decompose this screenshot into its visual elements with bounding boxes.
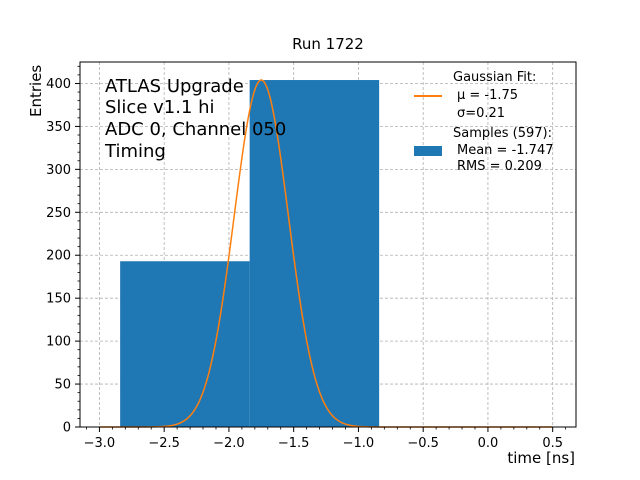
x-tick-label-4: −1.0 [343,436,375,451]
y-tick-label-6: 300 [46,163,71,178]
y-tick-label-7: 350 [46,120,71,135]
y-tick-label-5: 250 [46,206,71,221]
x-axis-label: time [ns] [507,449,575,467]
x-tick-label-0: −3.0 [84,436,116,451]
chart-title: Run 1722 [292,35,364,53]
y-tick-label-1: 50 [54,378,71,393]
plot-frame [79,61,577,428]
annotation-line-2: Slice v1.1 hi [105,97,215,118]
y-axis-label: Entries [27,65,45,117]
axis-ticks: −3.0 −2.5 −2.0 −1.5 −1.0 −0.5 0.0 0.5 0 50 100 150 2… [46,65,567,451]
y-tick-label-4: 200 [46,249,71,264]
x-tick-label-1: −2.5 [148,436,180,451]
x-tick-label-6: 0.0 [478,436,499,451]
legend: Gaussian Fit: μ = -1.75 σ=0.21 Samples (… [414,70,553,174]
annotation-block: ATLAS Upgrade Slice v1.1 hi ADC 0, Chann… [104,76,286,162]
annotation-line-3: ADC 0, Channel 050 [105,119,286,140]
legend-samples-rms: RMS = 0.209 [457,159,542,174]
y-tick-label-3: 150 [46,292,71,307]
legend-samples-mean: Mean = -1.747 [457,143,553,158]
legend-samples-swatch [414,146,442,156]
x-tick-label-3: −1.5 [278,436,310,451]
y-tick-label-0: 0 [63,421,71,436]
x-tick-label-2: −2.0 [213,436,245,451]
annotation-line-4: Timing [104,141,166,162]
histogram-bars [120,80,380,428]
y-tick-label-8: 400 [46,77,71,92]
legend-fit-title: Gaussian Fit: [453,70,536,85]
histogram-bar-1 [120,261,250,427]
x-tick-label-7: 0.5 [542,436,563,451]
legend-fit-sigma: σ=0.21 [457,106,505,121]
x-tick-label-5: −0.5 [407,436,439,451]
annotation-line-1: ATLAS Upgrade [105,76,244,97]
histogram-bar-2 [249,80,380,428]
legend-fit-mu: μ = -1.75 [457,88,518,103]
legend-samples-title: Samples (597): [453,126,552,141]
y-tick-label-2: 100 [46,335,71,350]
